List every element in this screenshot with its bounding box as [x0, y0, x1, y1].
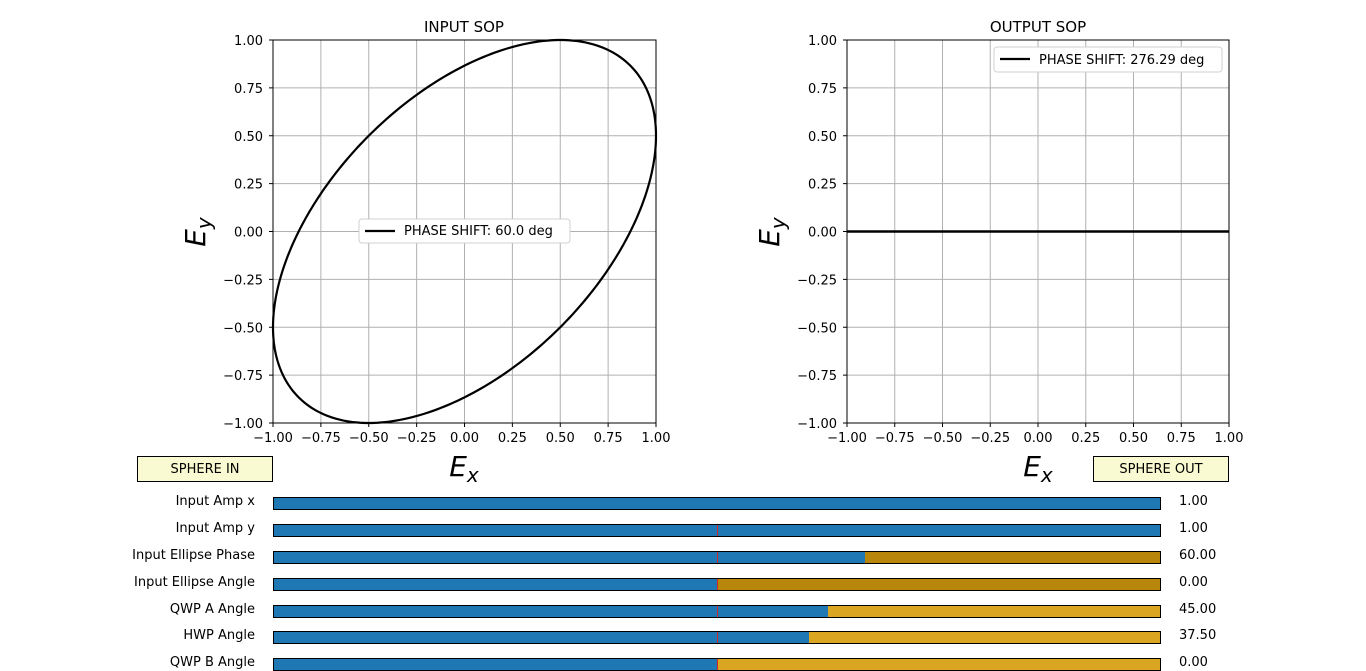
x-tick-label: 0.75 [594, 431, 623, 446]
slider-track[interactable] [273, 551, 1161, 564]
y-tick-label: 0.50 [808, 130, 837, 145]
sphere-out-button[interactable]: SPHERE OUT [1093, 456, 1229, 482]
y-tick-label: −0.75 [797, 369, 837, 384]
input-sop-ylabel: Ey [179, 216, 216, 247]
slider-label: Input Amp x [175, 494, 255, 509]
y-tick-label: 0.00 [234, 226, 263, 241]
slider-initial-marker [717, 659, 718, 670]
output-sop-ylabel: Ey [753, 216, 790, 247]
slider-value: 1.00 [1179, 521, 1208, 536]
slider-fill [274, 498, 1160, 509]
x-tick-label: 0.25 [498, 431, 527, 446]
y-tick-label: −0.25 [223, 273, 263, 288]
slider-track[interactable] [273, 497, 1161, 510]
slider-value: 0.00 [1179, 575, 1208, 590]
y-tick-label: −0.75 [223, 369, 263, 384]
slider-remainder [809, 632, 1160, 643]
slider-value: 1.00 [1179, 494, 1208, 509]
slider-track[interactable] [273, 605, 1161, 618]
slider-fill [274, 579, 717, 590]
y-tick-label: 0.25 [808, 178, 837, 193]
slider-label: HWP Angle [183, 628, 255, 643]
y-tick-label: −1.00 [797, 417, 837, 432]
x-tick-label: −0.25 [970, 431, 1010, 446]
input-sop-legend-label: PHASE SHIFT: 60.0 deg [404, 224, 553, 239]
x-tick-label: 1.00 [1215, 431, 1244, 446]
x-tick-label: 0.50 [546, 431, 575, 446]
output-sop-legend-label: PHASE SHIFT: 276.29 deg [1039, 53, 1204, 68]
slider-label: Input Amp y [175, 521, 255, 536]
slider-fill [274, 606, 828, 617]
y-tick-label: 1.00 [234, 34, 263, 49]
input-sop-ticks: −1.00−1.00 −0.75 −0.75 −0.50 −0.50 −0.25 −0.25… [223, 34, 670, 446]
slider-label: QWP A Angle [169, 602, 255, 617]
x-tick-label: 0.00 [450, 431, 479, 446]
input-sop-title: INPUT SOP [424, 18, 504, 36]
slider-fill [274, 552, 865, 563]
y-tick-label: 0.75 [234, 82, 263, 97]
x-tick-label: 0.00 [1024, 431, 1053, 446]
x-tick-label: −0.25 [397, 431, 437, 446]
y-tick-label: −1.00 [223, 417, 263, 432]
y-tick-label: 0.25 [234, 178, 263, 193]
x-tick-label: 0.75 [1167, 431, 1196, 446]
x-tick-label: −1.00 [253, 431, 293, 446]
x-tick-label: 1.00 [642, 431, 671, 446]
x-tick-label: −0.75 [875, 431, 915, 446]
output-sop-ticks: −1.00−1.00 −0.75 −0.75 −0.50 −0.50 −0.25 −0.25… [797, 34, 1243, 446]
slider-value: 0.00 [1179, 655, 1208, 670]
slider-track[interactable] [273, 578, 1161, 591]
output-sop-xlabel: Ex [1023, 450, 1053, 487]
x-tick-label: 0.50 [1119, 431, 1148, 446]
y-tick-label: −0.50 [223, 321, 263, 336]
slider-track[interactable] [273, 631, 1161, 644]
y-tick-label: 1.00 [808, 34, 837, 49]
output-sop-plot: OUTPUT SOP −1.00−1.00 −0.75 −0.75 −0.50 −0.5… [753, 18, 1243, 487]
slider-initial-marker [717, 606, 718, 617]
slider-track[interactable] [273, 524, 1161, 537]
y-tick-label: 0.50 [234, 130, 263, 145]
y-tick-label: −0.25 [797, 273, 837, 288]
sphere-in-button[interactable]: SPHERE IN [137, 456, 273, 482]
slider-remainder [717, 659, 1160, 670]
slider-fill [274, 659, 717, 670]
x-tick-label: −0.50 [349, 431, 389, 446]
slider-value: 45.00 [1179, 602, 1217, 617]
output-sop-frame [846, 39, 1230, 424]
slider-remainder [827, 606, 1160, 617]
x-tick-label: −1.00 [827, 431, 867, 446]
slider-label: QWP B Angle [169, 655, 255, 670]
slider-remainder [717, 579, 1160, 590]
input-sop-legend-box [358, 218, 571, 244]
slider-fill [274, 632, 810, 643]
output-sop-title: OUTPUT SOP [990, 18, 1086, 36]
input-sop-legend: PHASE SHIFT: 60.0 deg [358, 218, 571, 244]
y-tick-label: 0.00 [808, 226, 837, 241]
slider-remainder [864, 552, 1160, 563]
y-tick-label: −0.50 [797, 321, 837, 336]
x-tick-label: −0.50 [923, 431, 963, 446]
x-tick-label: 0.25 [1071, 431, 1100, 446]
slider-value: 60.00 [1179, 548, 1217, 563]
slider-track[interactable] [273, 658, 1161, 671]
slider-label: Input Ellipse Angle [134, 575, 255, 590]
y-tick-label: 0.75 [808, 82, 837, 97]
slider-initial-marker [717, 632, 718, 643]
slider-initial-marker [717, 552, 718, 563]
input-sop-frame [272, 39, 657, 424]
slider-label: Input Ellipse Phase [132, 548, 255, 563]
input-sop-xlabel: Ex [449, 450, 479, 487]
slider-initial-marker [717, 579, 718, 590]
slider-value: 37.50 [1179, 628, 1217, 643]
input-sop-plot: INPUT SOP −1.00−1.00 −0.75 −0.75 −0.50 −0.50… [179, 18, 670, 487]
output-sop-legend: PHASE SHIFT: 276.29 deg [993, 46, 1223, 73]
x-tick-label: −0.75 [301, 431, 341, 446]
slider-initial-marker [717, 525, 718, 536]
output-sop-legend-box [993, 46, 1223, 73]
